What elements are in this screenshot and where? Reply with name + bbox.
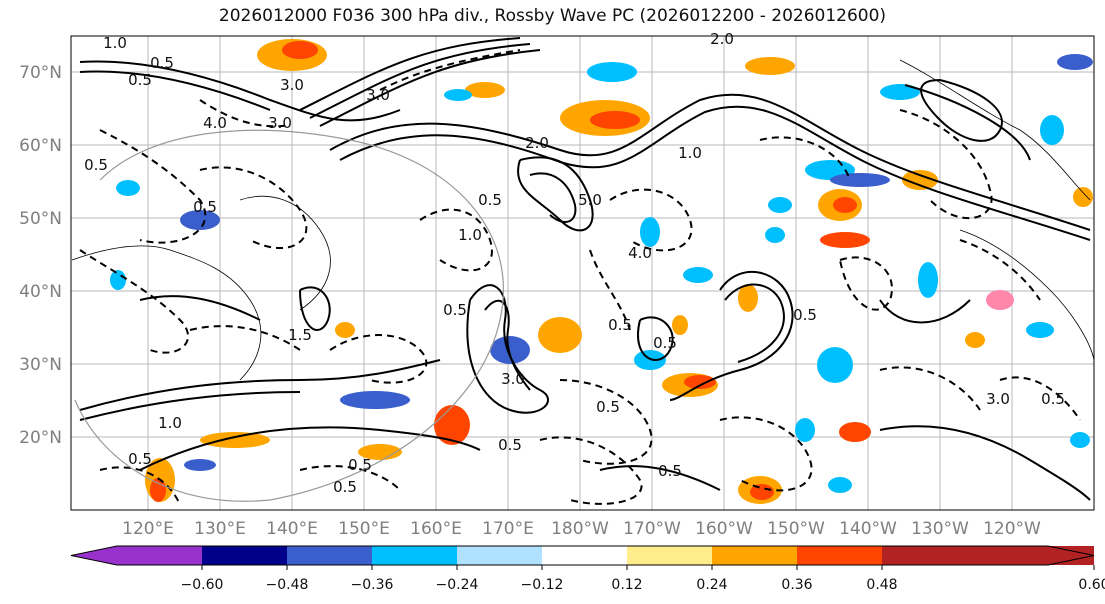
colorbar-tick-label: 0.12: [611, 577, 642, 593]
colorbar-segment: [542, 546, 627, 565]
contour-label: 0.5: [478, 191, 502, 209]
latitude-labels: 70°N 60°N 50°N 40°N 30°N 20°N: [19, 63, 62, 448]
contour-label: 0.5: [658, 462, 682, 480]
contour-label: 1.0: [103, 34, 127, 52]
contour-label: 0.5: [84, 156, 108, 174]
colorbar-segment: [797, 546, 882, 565]
lon-label: 130°W: [911, 519, 969, 539]
colorbar-tick-labels: −0.60 −0.48 −0.36 −0.24 −0.12 0.12 0.24 0.36 0.4…: [181, 565, 1105, 593]
projection-outline: [74, 129, 505, 502]
contour-label: 1.5: [288, 326, 312, 344]
colorbar-segment: [372, 546, 457, 565]
lat-label: 30°N: [19, 355, 62, 375]
lat-label: 70°N: [19, 63, 62, 83]
contour-label: 0.5: [443, 301, 467, 319]
lon-label: 170°W: [623, 519, 681, 539]
contour-label: 3.0: [501, 370, 525, 388]
graticule: [71, 36, 1094, 510]
colorbar-tick-label: 0.24: [696, 577, 727, 593]
lon-label: 160°E: [410, 519, 462, 539]
colorbar-tick-label: 0.48: [866, 577, 897, 593]
colorbar-segment: [882, 546, 1094, 565]
contour-label: 0.5: [653, 334, 677, 352]
lat-label: 60°N: [19, 136, 62, 156]
colorbar: [70, 545, 1095, 566]
colorbar-tick-label: −0.36: [351, 577, 394, 593]
contour-label: 2.0: [710, 30, 734, 48]
contour-label: 3.0: [986, 390, 1010, 408]
lon-label: 150°E: [338, 519, 390, 539]
lat-label: 50°N: [19, 209, 62, 229]
colorbar-segment: [202, 546, 287, 565]
negative-contours: [79, 49, 1081, 506]
colorbar-outline: [70, 545, 1095, 566]
rossby-wave-contours: [79, 37, 1091, 501]
contour-labels: 1.00.50.5 3.03.04.0 3.02.02.01.00.50.5 0.51…: [84, 30, 1065, 496]
lon-label: 160°W: [695, 519, 753, 539]
contour-label: 0.5: [793, 306, 817, 324]
lon-label: 170°E: [482, 519, 534, 539]
contour-label: 0.5: [128, 450, 152, 468]
contour-label: 5.0: [578, 191, 602, 209]
colorbar-segment: [71, 546, 202, 565]
contour-label: 0.5: [193, 198, 217, 216]
lat-label: 40°N: [19, 282, 62, 302]
contour-label: 0.5: [1041, 390, 1065, 408]
colorbar-segment: [457, 546, 542, 565]
colorbar-tick-label: −0.24: [436, 577, 479, 593]
lon-label: 140°E: [266, 519, 318, 539]
contour-label: 3.0: [366, 86, 390, 104]
colorbar-tick-label: 0.60: [1078, 577, 1105, 593]
contour-label: 1.0: [678, 144, 702, 162]
lon-label: 130°E: [194, 519, 246, 539]
contour-label: 0.5: [150, 54, 174, 72]
contour-label: 0.5: [498, 436, 522, 454]
contour-label: 4.0: [628, 244, 652, 262]
colorbar-segment: [287, 546, 372, 565]
lon-label: 140°W: [839, 519, 897, 539]
divergence-fill: [110, 39, 1093, 504]
longitude-labels: 120°E 130°E 140°E 150°E 160°E 170°E 180°W 170°W…: [122, 519, 1041, 539]
map-frame: [70, 35, 1095, 511]
map-title: 2026012000 F036 300 hPa div., Rossby Wav…: [218, 6, 887, 26]
colorbar-tick-label: 0.36: [781, 577, 812, 593]
contour-label: 0.5: [128, 71, 152, 89]
contour-label: 0.5: [596, 398, 620, 416]
colorbar-segment: [627, 546, 712, 565]
contour-label: 0.5: [333, 478, 357, 496]
lon-label: 120°E: [122, 519, 174, 539]
colorbar-tick-label: −0.60: [181, 577, 224, 593]
contour-label: 3.0: [280, 76, 304, 94]
contour-label: 2.0: [525, 134, 549, 152]
lon-label: 150°W: [767, 519, 825, 539]
colorbar-tick-label: −0.48: [266, 577, 309, 593]
contour-label: 4.0: [203, 114, 227, 132]
colorbar-segment: [712, 546, 797, 565]
contour-label: 1.0: [458, 226, 482, 244]
contour-label: 3.0: [268, 114, 292, 132]
lat-label: 20°N: [19, 428, 62, 448]
contour-label: 0.5: [348, 456, 372, 474]
colorbar-tick-label: −0.12: [521, 577, 564, 593]
lon-label: 180°W: [551, 519, 609, 539]
contour-label: 0.5: [608, 316, 632, 334]
contour-label: 1.0: [158, 414, 182, 432]
lon-label: 120°W: [983, 519, 1041, 539]
coastlines: [71, 59, 1094, 381]
